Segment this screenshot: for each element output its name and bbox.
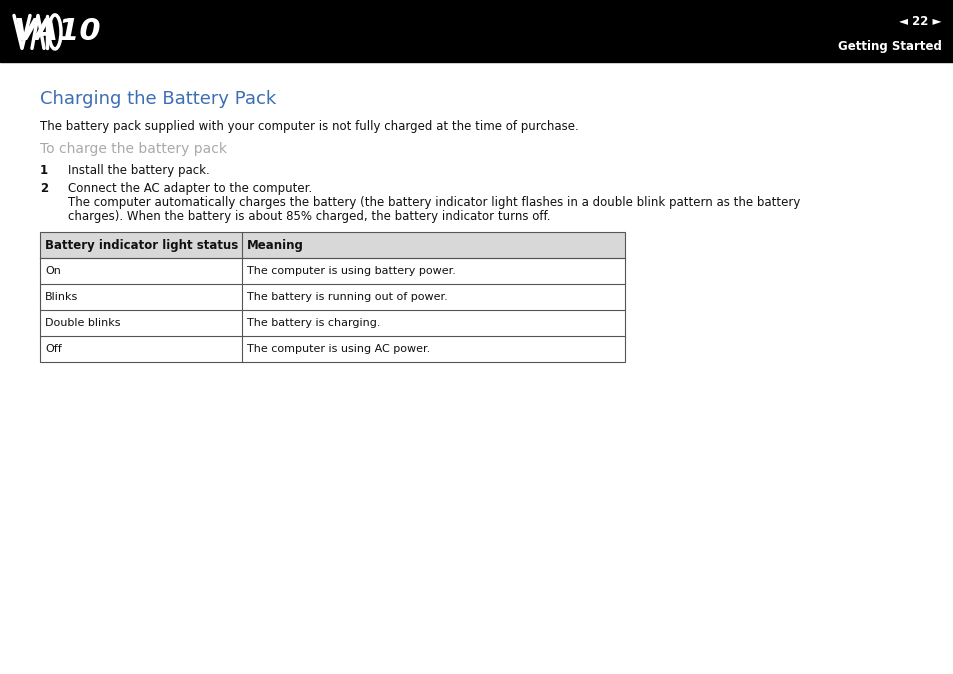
Text: On: On bbox=[45, 266, 61, 276]
Text: VAIO: VAIO bbox=[12, 18, 87, 47]
Text: The battery is running out of power.: The battery is running out of power. bbox=[247, 292, 447, 302]
Text: The battery is charging.: The battery is charging. bbox=[247, 318, 380, 328]
Text: 2: 2 bbox=[40, 182, 48, 195]
Text: Charging the Battery Pack: Charging the Battery Pack bbox=[40, 90, 276, 108]
Text: VA10: VA10 bbox=[14, 16, 102, 46]
Text: Off: Off bbox=[45, 344, 62, 354]
Text: charges). When the battery is about 85% charged, the battery indicator turns off: charges). When the battery is about 85% … bbox=[68, 210, 550, 223]
Bar bbox=[40, 232, 624, 362]
Text: The computer is using AC power.: The computer is using AC power. bbox=[247, 344, 430, 354]
Bar bbox=[40, 232, 624, 258]
Text: Connect the AC adapter to the computer.: Connect the AC adapter to the computer. bbox=[68, 182, 312, 195]
Text: ◄ 22 ►: ◄ 22 ► bbox=[899, 16, 941, 28]
Text: Install the battery pack.: Install the battery pack. bbox=[68, 164, 210, 177]
Text: The computer is using battery power.: The computer is using battery power. bbox=[247, 266, 456, 276]
Text: Blinks: Blinks bbox=[45, 292, 78, 302]
Text: Meaning: Meaning bbox=[247, 239, 303, 251]
Bar bbox=[0, 0, 953, 62]
Text: The battery pack supplied with your computer is not fully charged at the time of: The battery pack supplied with your comp… bbox=[40, 120, 578, 133]
Text: Double blinks: Double blinks bbox=[45, 318, 120, 328]
Text: The computer automatically charges the battery (the battery indicator light flas: The computer automatically charges the b… bbox=[68, 196, 800, 209]
Text: Getting Started: Getting Started bbox=[838, 40, 941, 53]
Text: To charge the battery pack: To charge the battery pack bbox=[40, 142, 227, 156]
Text: 1: 1 bbox=[40, 164, 48, 177]
Text: Battery indicator light status: Battery indicator light status bbox=[45, 239, 238, 251]
